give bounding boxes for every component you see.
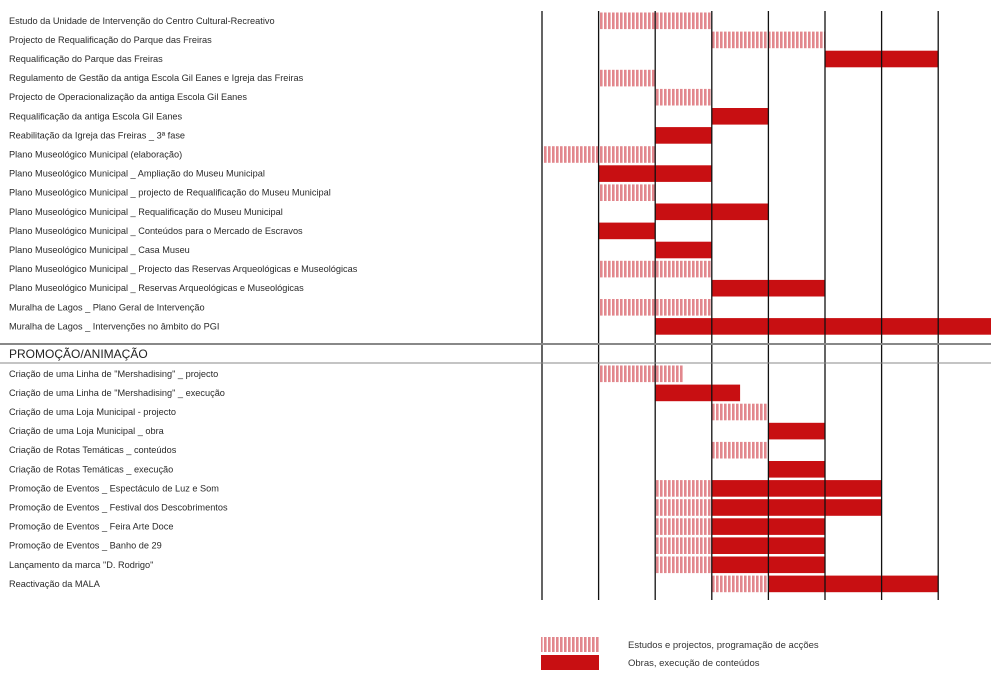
task-label: Plano Museológico Municipal _ Ampliação … <box>9 169 265 179</box>
promo-task-label: Promoção de Eventos _ Banho de 29 <box>9 541 162 551</box>
task-label: Plano Museológico Municipal _ Requalific… <box>9 207 283 217</box>
section-header: PROMOÇÃO/ANIMAÇÃO <box>0 343 991 364</box>
task-label: Estudo da Unidade de Intervenção do Cent… <box>9 16 275 26</box>
legend-swatch-study <box>541 637 599 652</box>
period-gridlines <box>541 11 939 600</box>
study-bar <box>711 403 769 421</box>
task-label: Requalificação da antiga Escola Gil Eane… <box>9 111 183 121</box>
task-label: Plano Museológico Municipal _ Reservas A… <box>9 283 304 293</box>
study-bar <box>598 365 684 383</box>
legend-label: Estudos e projectos, programação de acçõ… <box>628 640 819 651</box>
promo-task-label: Criação de Rotas Temáticas _ execução <box>9 464 173 474</box>
legend: Estudos e projectos, programação de acçõ… <box>541 637 819 670</box>
task-label: Plano Museológico Municipal _ projecto d… <box>9 188 331 198</box>
works-bar <box>768 461 825 478</box>
gantt-bars <box>542 12 991 593</box>
section-title: PROMOÇÃO/ANIMAÇÃO <box>9 347 148 361</box>
task-label: Reabilitação da Igreja das Freiras _ 3ª … <box>9 130 185 140</box>
works-bar <box>655 241 712 259</box>
study-bar <box>655 499 712 516</box>
promo-task-label: Promoção de Eventos _ Feira Arte Doce <box>9 522 173 532</box>
legend-label: Obras, execução de conteúdos <box>628 658 760 669</box>
promo-task-label: Reactivação da MALA <box>9 579 101 589</box>
legend-swatch-works <box>541 655 599 670</box>
works-bar <box>655 318 991 335</box>
study-bar <box>711 441 769 459</box>
works-bar <box>598 222 656 240</box>
task-labels: Estudo da Unidade de Intervenção do Cent… <box>9 16 358 589</box>
study-bar <box>655 537 712 554</box>
works-bar <box>711 499 882 516</box>
task-label: Muralha de Lagos _ Intervenções no âmbit… <box>9 321 219 331</box>
works-bar <box>711 480 882 497</box>
promo-task-label: Criação de Rotas Temáticas _ conteúdos <box>9 445 177 455</box>
promo-task-label: Criação de uma Linha de "Mershadising" _… <box>9 388 225 398</box>
works-bar <box>655 127 712 144</box>
study-bar <box>655 518 712 535</box>
study-bar <box>655 480 712 497</box>
task-label: Projecto de Operacionalização da antiga … <box>9 92 247 102</box>
promo-task-label: Criação de uma Linha de "Mershadising" _… <box>9 369 218 379</box>
task-label: Projecto de Requalificação do Parque das… <box>9 35 212 45</box>
promo-task-label: Promoção de Eventos _ Festival dos Desco… <box>9 502 228 512</box>
study-bar <box>711 575 769 593</box>
task-label: Regulamento de Gestão da antiga Escola G… <box>9 73 304 83</box>
promo-task-label: Criação de uma Loja Municipal _ obra <box>9 426 165 436</box>
promo-task-label: Criação de uma Loja Municipal - projecto <box>9 407 176 417</box>
promo-task-label: Lançamento da marca "D. Rodrigo" <box>9 560 153 570</box>
task-label: Plano Museológico Municipal _ Projecto d… <box>9 264 358 274</box>
task-label: Plano Museológico Municipal _ Casa Museu <box>9 245 190 255</box>
works-bar <box>768 575 939 593</box>
works-bar <box>768 422 825 440</box>
task-label: Muralha de Lagos _ Plano Geral de Interv… <box>9 302 205 312</box>
promo-task-label: Promoção de Eventos _ Espectáculo de Luz… <box>9 483 219 493</box>
works-bar <box>655 384 741 402</box>
study-bar <box>598 184 656 201</box>
study-bar <box>655 88 712 106</box>
study-bar <box>598 69 656 87</box>
task-label: Plano Museológico Municipal _ Conteúdos … <box>9 226 303 236</box>
task-label: Plano Museológico Municipal (elaboração) <box>9 149 182 159</box>
works-bar <box>711 108 769 125</box>
task-label: Requalificação do Parque das Freiras <box>9 54 163 64</box>
study-bar <box>655 556 712 574</box>
